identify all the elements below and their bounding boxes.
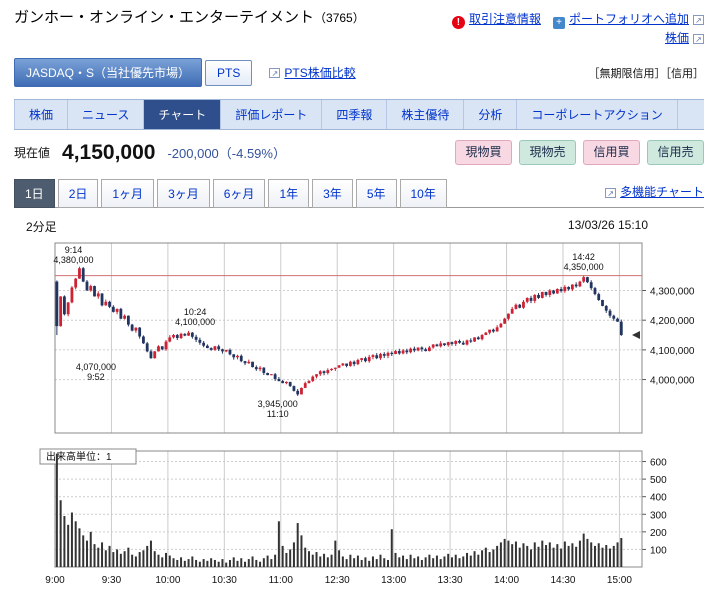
company-name: ガンホー・オンライン・エンターテイメント (14, 9, 315, 26)
svg-text:9:14: 9:14 (65, 245, 83, 255)
svg-text:14:42: 14:42 (572, 252, 595, 262)
add-portfolio-link[interactable]: ポートフォリオへ追加 (568, 12, 689, 26)
margin-buy-button[interactable]: 信用買 (583, 140, 640, 165)
svg-text:300: 300 (650, 510, 667, 521)
svg-text:4,100,000: 4,100,000 (175, 317, 215, 327)
header-links: ! 取引注意情報 + ポートフォリオへ追加 ↗ 株価 ↗ (451, 8, 704, 48)
page-title: ガンホー・オンライン・エンターテイメント（3765） (14, 8, 365, 28)
period-tab-bar: 1日 2日 1ヶ月 3ヶ月 6ヶ月 1年 3年 5年 10年 ↗ 多機能チャート (14, 179, 704, 208)
svg-text:15:00: 15:00 (607, 575, 632, 586)
svg-text:9:52: 9:52 (87, 372, 105, 382)
tab-shareholder-benefits[interactable]: 株主優待 (387, 100, 465, 129)
svg-text:4,380,000: 4,380,000 (53, 255, 93, 265)
period-tab-1day[interactable]: 1日 (14, 179, 55, 208)
svg-text:11:10: 11:10 (267, 409, 289, 419)
period-tab-3month[interactable]: 3ヶ月 (157, 179, 210, 208)
svg-text:500: 500 (650, 475, 667, 486)
svg-text:4,300,000: 4,300,000 (650, 287, 695, 298)
svg-text:11:00: 11:00 (269, 575, 294, 586)
trading-caution-link[interactable]: 取引注意情報 (468, 12, 541, 26)
tab-corporate-action[interactable]: コーポレートアクション (517, 100, 678, 129)
current-price-label: 現在値 (14, 146, 51, 160)
period-tab-1month[interactable]: 1ヶ月 (101, 179, 155, 208)
svg-text:4,100,000: 4,100,000 (650, 346, 695, 357)
header-links-row1: ! 取引注意情報 + ポートフォリオへ追加 ↗ (451, 10, 704, 29)
market-tab-bar: JASDAQ・S（当社優先市場） PTS ↗ PTS株価比較 ［無期限信用］［信… (14, 58, 704, 87)
market-tab-jasdaq[interactable]: JASDAQ・S（当社優先市場） (14, 58, 203, 87)
svg-text:12:30: 12:30 (325, 575, 350, 586)
svg-text:14:00: 14:00 (494, 575, 519, 586)
svg-text:4,200,000: 4,200,000 (650, 316, 695, 327)
tab-news[interactable]: ニュース (68, 100, 145, 129)
pts-compare-link[interactable]: PTS株価比較 (284, 66, 356, 80)
svg-text:10:30: 10:30 (212, 575, 237, 586)
current-price-value: 4,150,000 (62, 140, 156, 164)
svg-text:14:30: 14:30 (550, 575, 575, 586)
stock-code: （3765） (314, 11, 365, 25)
svg-text:3,945,000: 3,945,000 (258, 399, 298, 409)
period-tab-5year[interactable]: 5年 (355, 179, 397, 208)
margin-sell-button[interactable]: 信用売 (647, 140, 704, 165)
svg-text:9:30: 9:30 (102, 575, 122, 586)
svg-text:200: 200 (650, 528, 667, 539)
svg-text:13:30: 13:30 (438, 575, 463, 586)
tab-stock-price[interactable]: 株価 (14, 100, 69, 129)
chart-timestamp: 13/03/26 15:10 (567, 218, 648, 232)
svg-text:10:24: 10:24 (184, 307, 207, 317)
header: ガンホー・オンライン・エンターテイメント（3765） ! 取引注意情報 + ポートフォ… (0, 0, 712, 48)
period-tab-3year[interactable]: 3年 (312, 179, 353, 208)
svg-text:400: 400 (650, 493, 667, 504)
svg-text:4,000,000: 4,000,000 (650, 376, 695, 387)
trade-buttons: 現物買 現物売 信用買 信用売 (455, 140, 704, 165)
svg-text:4,350,000: 4,350,000 (564, 262, 604, 272)
main-nav: 株価 ニュース チャート 評価レポート 四季報 株主優待 分析 コーポレートアク… (14, 99, 704, 130)
svg-text:出来高単位：1: 出来高単位：1 (46, 450, 112, 463)
header-links-row2: 株価 ↗ (452, 29, 704, 48)
price-change: -200,000（-4.59%） (167, 146, 286, 161)
price-row: 現在値 4,150,000 -200,000（-4.59%） 現物買 現物売 信… (14, 140, 704, 165)
external-link-icon: ↗ (693, 15, 704, 25)
alert-icon: ! (451, 16, 465, 29)
cash-sell-button[interactable]: 現物売 (519, 140, 576, 165)
credit-labels: ［無期限信用］［信用］ (588, 67, 705, 80)
period-tab-1year[interactable]: 1年 (268, 179, 310, 208)
svg-text:10:00: 10:00 (155, 575, 180, 586)
svg-text:13:00: 13:00 (381, 575, 406, 586)
interval-label: 2分足 (26, 220, 57, 234)
tab-chart[interactable]: チャート (144, 100, 222, 129)
svg-text:600: 600 (650, 458, 667, 469)
candlestick-chart: 4,300,000 4,200,000 4,100,000 4,000,000 9:14… (53, 242, 695, 434)
multi-chart-icon: ↗ (605, 187, 617, 198)
chart-header: 2分足 13/03/26 15:10 (26, 218, 648, 235)
kabuka-link[interactable]: 株価 (664, 31, 689, 45)
svg-text:4,070,000: 4,070,000 (76, 362, 116, 372)
cash-buy-button[interactable]: 現物買 (455, 140, 512, 165)
svg-text:9:00: 9:00 (45, 575, 65, 586)
svg-text:100: 100 (650, 545, 667, 556)
market-tab-pts[interactable]: PTS (205, 59, 253, 86)
volume-chart: 600 500 400 300 200 100 出来高単位：1 9:00 9:30 10:00 10… (39, 448, 667, 586)
multi-chart-link[interactable]: 多機能チャート (620, 184, 704, 199)
period-tab-10year[interactable]: 10年 (399, 179, 447, 208)
multi-chart-linkbox: ↗ 多機能チャート (591, 183, 704, 204)
compare-link-icon: ↗ (269, 67, 281, 78)
external-link-icon: ↗ (693, 34, 704, 44)
tab-rating-report[interactable]: 評価レポート (221, 100, 323, 129)
tab-shikiho[interactable]: 四季報 (322, 100, 388, 129)
period-tab-2day[interactable]: 2日 (57, 179, 99, 208)
period-tab-6month[interactable]: 6ヶ月 (212, 179, 266, 208)
add-portfolio-icon: + (552, 17, 565, 29)
tab-analysis[interactable]: 分析 (464, 100, 518, 129)
